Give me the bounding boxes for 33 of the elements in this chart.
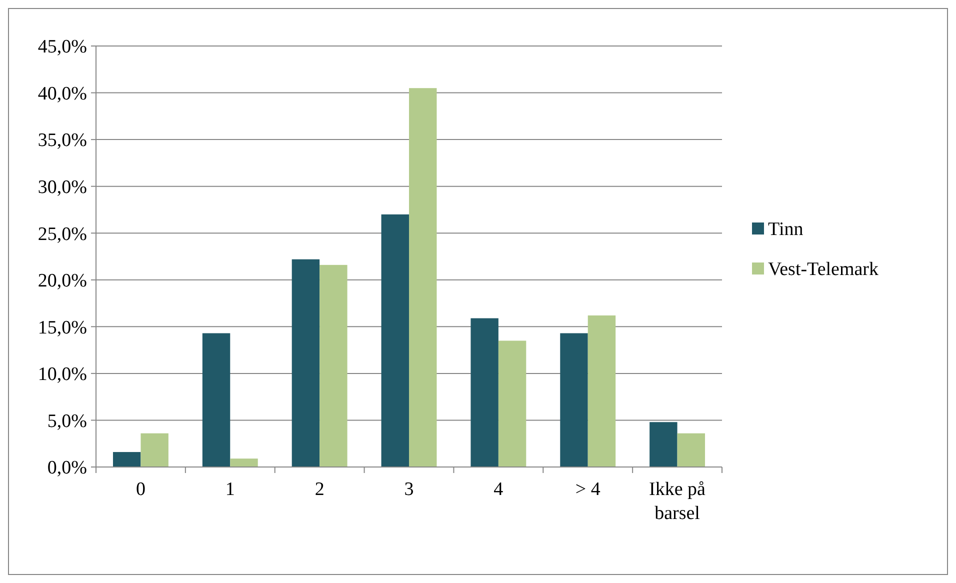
- bar: [498, 340, 526, 467]
- x-tick-label: 0: [136, 479, 146, 500]
- legend-label: Tinn: [768, 219, 804, 240]
- y-tick-label: 20,0%: [38, 270, 88, 292]
- x-tick-label: 3: [404, 479, 414, 500]
- x-tick-label: 1: [225, 479, 235, 500]
- bar: [230, 458, 258, 467]
- bar: [470, 318, 498, 467]
- bar: [140, 433, 168, 467]
- bar: [381, 214, 409, 467]
- bar: [112, 452, 141, 467]
- bar: [409, 88, 437, 467]
- bar: [560, 333, 588, 467]
- y-tick-label: 45,0%: [38, 36, 88, 58]
- x-tick-label: > 4: [575, 479, 601, 500]
- bar: [588, 315, 616, 467]
- bar: [202, 333, 230, 467]
- y-tick-label: 10,0%: [38, 364, 88, 386]
- y-tick-label: 5,0%: [47, 410, 88, 432]
- bar: [320, 264, 348, 467]
- y-tick-label: 25,0%: [38, 224, 88, 245]
- bar: [677, 433, 706, 467]
- bar: [292, 259, 320, 467]
- y-tick-label: 30,0%: [38, 176, 88, 198]
- x-tick-label: 2: [314, 479, 324, 500]
- y-tick-label: 15,0%: [38, 317, 88, 338]
- x-tick-label: Ikke på barsel: [649, 479, 706, 524]
- y-tick-label: 0,0%: [47, 458, 88, 479]
- y-tick-label: 35,0%: [38, 130, 88, 152]
- y-tick-label: 40,0%: [38, 83, 88, 104]
- legend-label: Vest-Telemark: [768, 259, 880, 280]
- x-tick-label: 4: [494, 479, 504, 500]
- bar: [650, 422, 678, 467]
